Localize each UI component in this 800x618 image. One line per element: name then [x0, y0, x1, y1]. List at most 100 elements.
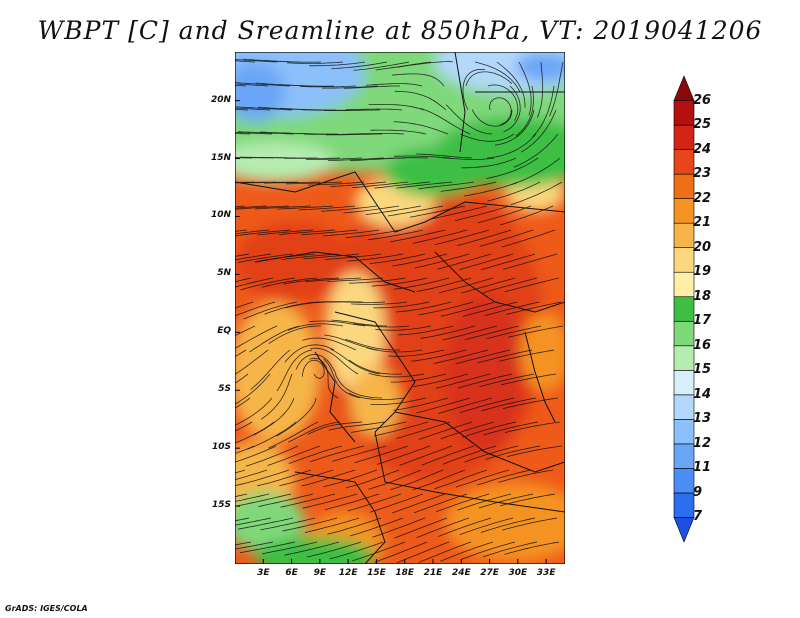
streamline	[502, 517, 558, 531]
streamline	[309, 61, 366, 67]
streamline	[323, 469, 378, 488]
streamline	[479, 229, 534, 247]
wbpt-map	[235, 52, 565, 564]
streamline	[276, 349, 313, 392]
colorbar-level-label: 12	[693, 435, 712, 451]
streamline	[235, 83, 269, 87]
streamline	[537, 61, 544, 118]
lon-tick-label: 3E	[257, 568, 270, 578]
streamline	[277, 205, 334, 210]
streamline	[415, 397, 471, 414]
lat-tick-label: 10S	[211, 442, 231, 453]
streamline	[302, 337, 357, 351]
streamline	[322, 85, 379, 89]
streamline	[397, 60, 454, 68]
streamline	[235, 229, 292, 237]
colorbar-level-label: 20	[693, 239, 712, 255]
streamline	[484, 301, 540, 317]
colorbar-swatch	[673, 370, 695, 396]
streamline	[235, 82, 291, 87]
streamline	[345, 229, 402, 239]
streamline	[235, 517, 250, 522]
streamline	[235, 253, 250, 257]
lon-tick-label: 18E	[395, 568, 415, 578]
streamline	[307, 421, 363, 435]
streamline	[255, 205, 312, 210]
streamline	[235, 205, 268, 209]
streamline	[480, 517, 536, 533]
streamline	[369, 493, 424, 513]
streamline	[392, 493, 446, 514]
streamline	[455, 469, 510, 488]
map-panel	[235, 52, 565, 564]
streamline	[438, 277, 494, 294]
streamline	[464, 325, 520, 341]
streamline	[349, 277, 406, 284]
streamline	[241, 181, 299, 184]
streamline	[285, 181, 343, 185]
streamline	[235, 469, 268, 481]
streamline	[331, 61, 388, 69]
streamline	[349, 517, 404, 537]
streamline	[302, 493, 358, 509]
streamline	[370, 397, 427, 405]
colorbar-level-label: 21	[693, 215, 712, 231]
lon-tick-label: 15E	[367, 568, 386, 578]
streamline	[435, 373, 491, 389]
streamline	[330, 181, 387, 187]
streamline	[457, 373, 513, 389]
streamline	[392, 253, 448, 267]
streamline	[413, 373, 469, 388]
streamline	[326, 133, 382, 136]
streamline	[367, 229, 424, 241]
streamline	[395, 301, 452, 313]
colorbar-level-label: 24	[693, 141, 712, 157]
streamline	[306, 157, 363, 160]
streamline	[438, 397, 493, 414]
streamline	[418, 181, 475, 190]
streamline	[462, 68, 486, 111]
streamline	[345, 108, 403, 111]
streamline	[459, 253, 514, 271]
streamline	[235, 253, 272, 261]
colorbar-level-label: 19	[693, 264, 712, 280]
colorbar-swatch	[673, 296, 695, 322]
streamline	[476, 469, 532, 486]
streamline	[498, 469, 554, 483]
streamline	[372, 517, 426, 538]
colorbar	[673, 75, 695, 543]
streamline	[421, 445, 475, 466]
streamline	[396, 541, 450, 564]
streamline	[515, 85, 534, 137]
streamline	[440, 181, 497, 192]
streamline	[321, 205, 378, 212]
streamline	[420, 108, 471, 135]
streamline	[235, 84, 247, 87]
streamline	[261, 277, 318, 288]
streamline	[235, 469, 290, 486]
wbpt-field	[235, 52, 565, 564]
streamline	[478, 493, 534, 509]
streamline	[518, 61, 532, 116]
colorbar-swatch	[673, 100, 695, 126]
colorbar-swatch	[673, 517, 695, 543]
streamline	[420, 325, 476, 339]
streamline	[351, 301, 408, 305]
streamline	[261, 157, 318, 159]
streamline	[394, 517, 448, 539]
colorbar-level-label: 23	[693, 166, 712, 182]
lon-tick-label: 9E	[313, 568, 327, 578]
streamline	[237, 253, 294, 263]
lat-tick-label: 15N	[210, 152, 231, 163]
colorbar-level-label: 15	[693, 362, 712, 378]
streamline	[235, 541, 252, 546]
streamline	[235, 301, 254, 309]
streamline	[549, 61, 564, 117]
streamline	[235, 493, 270, 502]
streamline	[264, 60, 322, 63]
streamline	[327, 277, 384, 282]
streamline	[461, 541, 516, 560]
colorbar-level-label: 11	[693, 460, 712, 476]
streamline	[310, 347, 359, 375]
streamline	[267, 445, 321, 466]
